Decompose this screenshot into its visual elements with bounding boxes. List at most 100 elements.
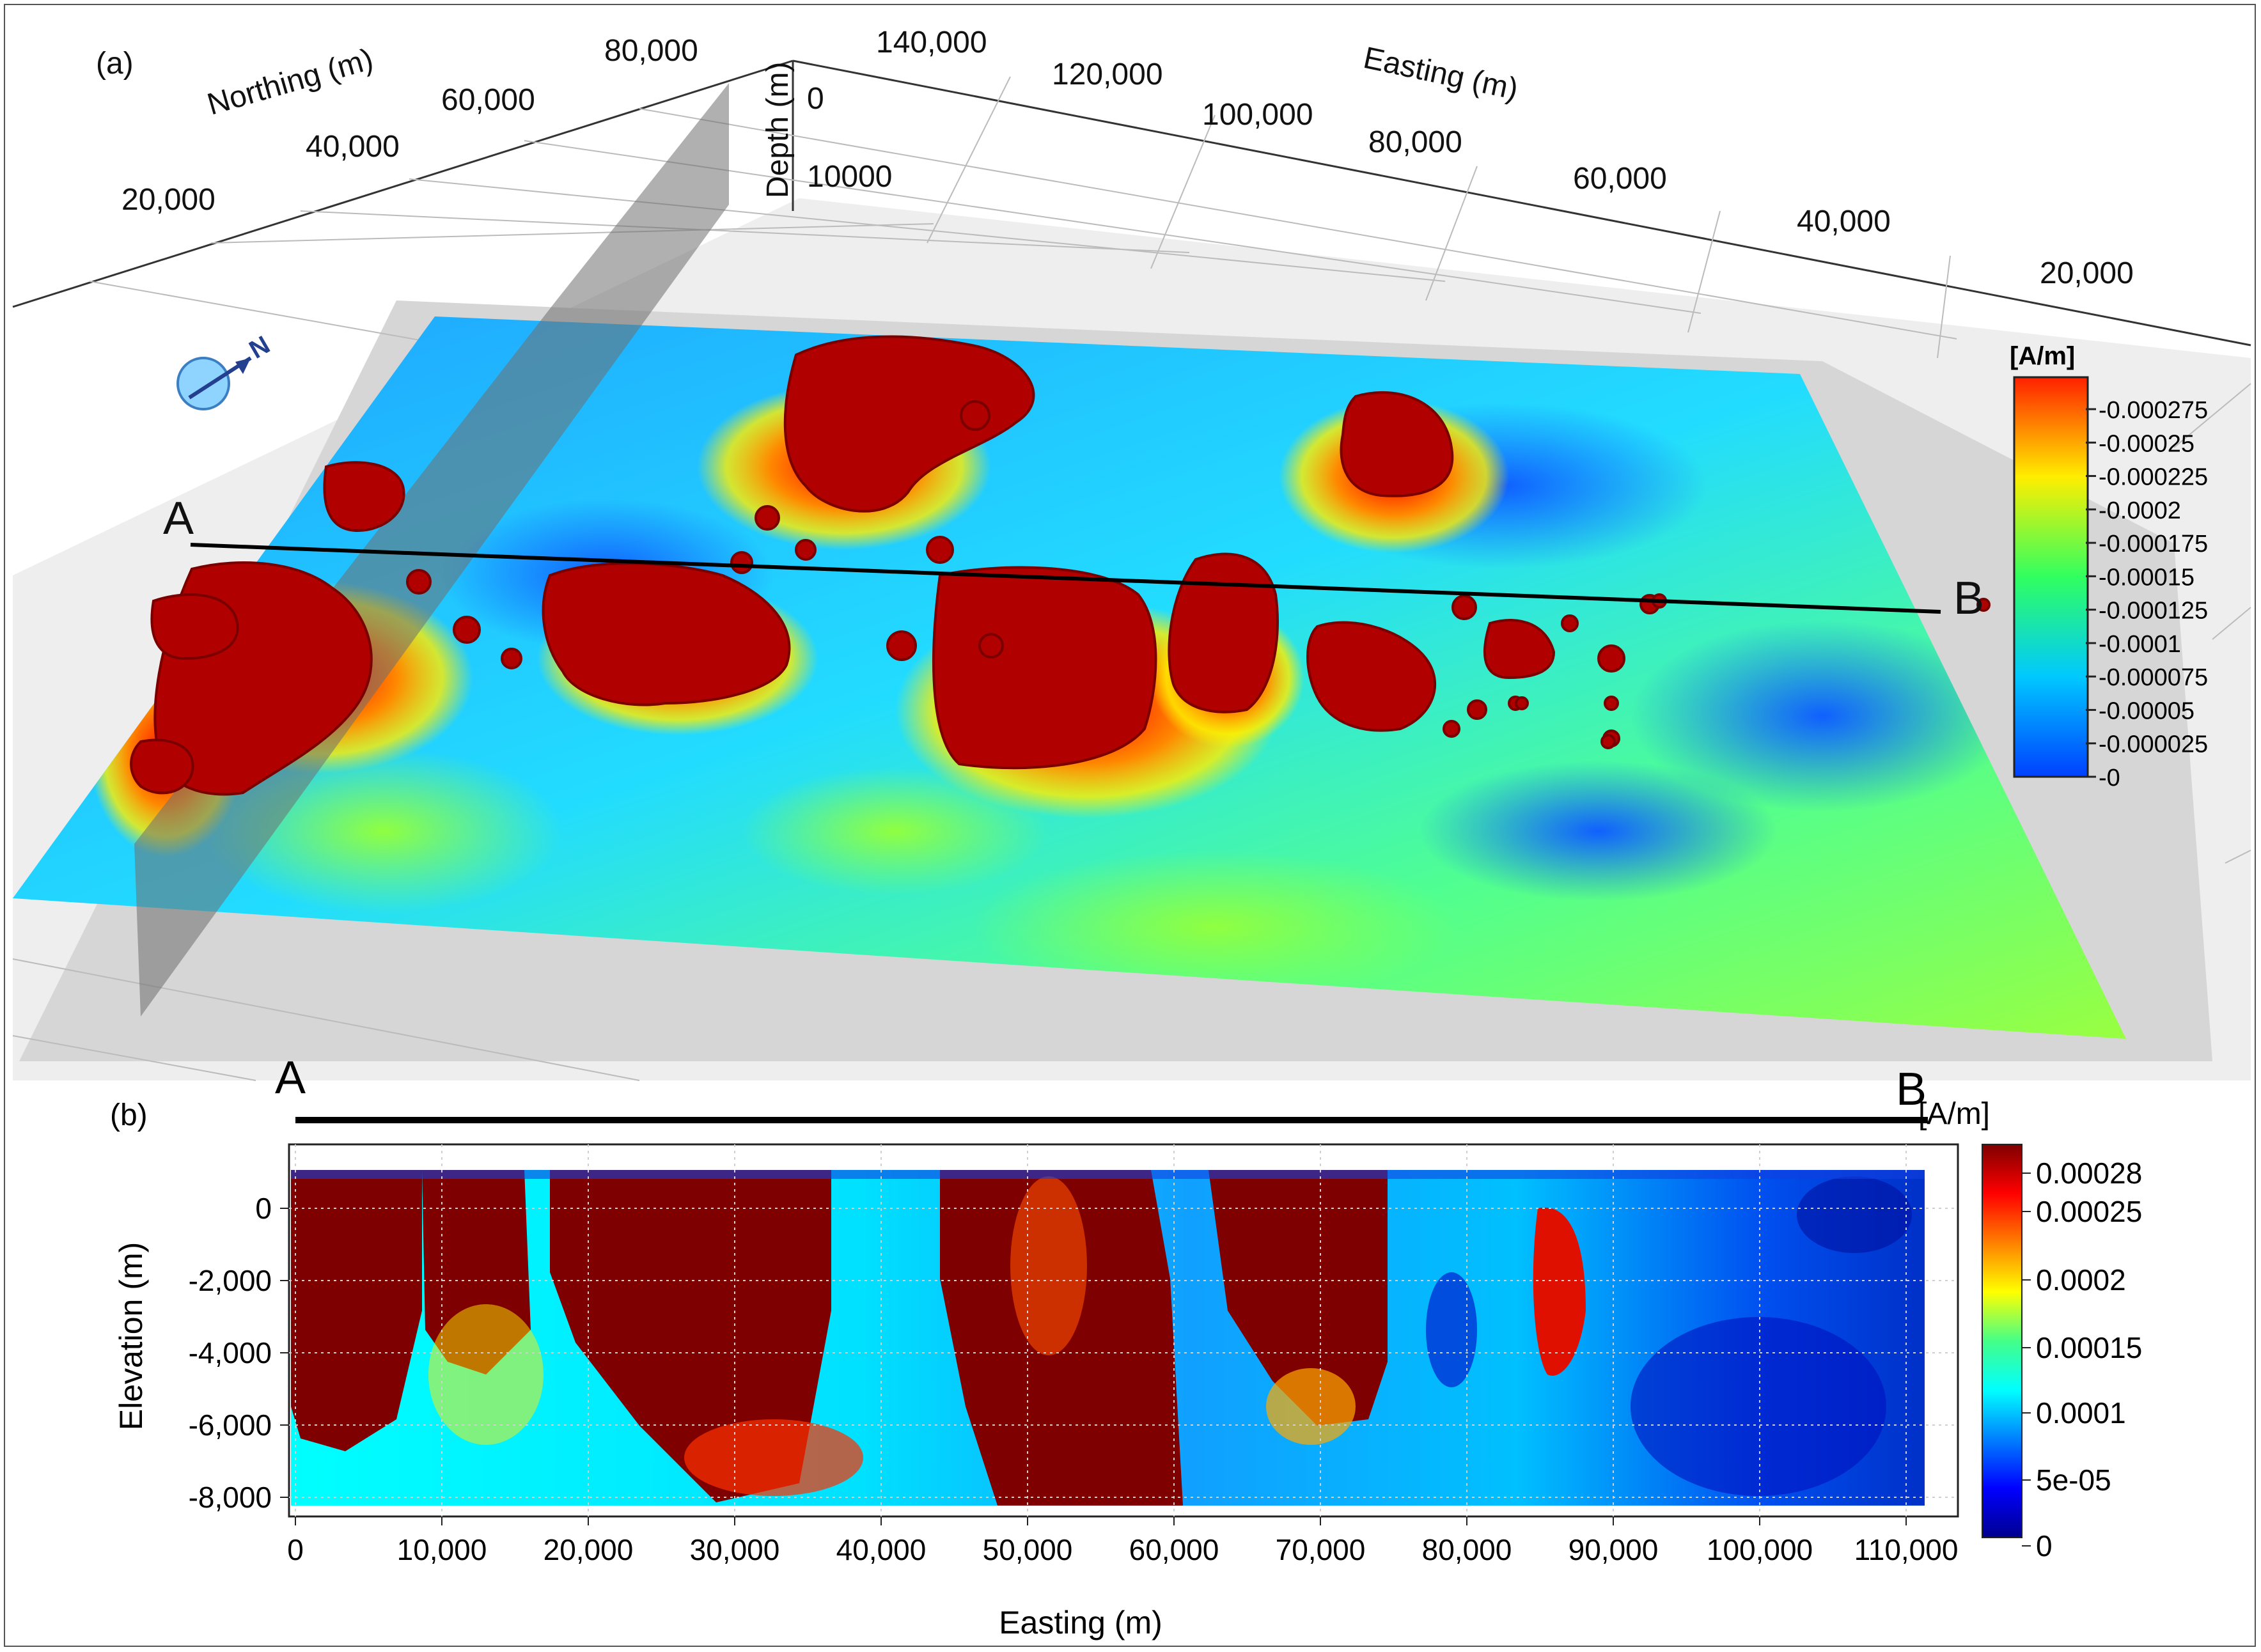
section-y-tick-label: 0: [255, 1192, 272, 1225]
northing-tick: 40,000: [306, 130, 400, 164]
anomaly-body: [730, 551, 753, 574]
anomaly-body: [1604, 696, 1619, 711]
anomaly-body: [501, 648, 522, 669]
anomaly-body: [932, 566, 1157, 770]
easting-tick: 60,000: [1573, 162, 1667, 196]
colorbar-a-tick-label: -0.000275: [2099, 397, 2208, 424]
colorbar-b-tick-label: 0.00015: [2036, 1331, 2142, 1364]
anomaly-body: [960, 400, 990, 431]
anomaly-body: [406, 569, 432, 595]
colorbar-a-unit: [A/m]: [2010, 342, 2075, 370]
anomaly-body: [1443, 720, 1460, 738]
easting-tick: 120,000: [1052, 58, 1163, 91]
panel-b-label: (b): [110, 1098, 148, 1132]
easting-tick: 140,000: [876, 26, 987, 59]
northing-tick: 60,000: [441, 83, 535, 117]
anomaly-body: [795, 539, 817, 561]
section-label-a: A: [163, 493, 194, 544]
section-x-tick-label: 90,000: [1569, 1533, 1659, 1566]
section-color-image: [291, 1170, 1925, 1506]
section-x-tick-label: 50,000: [983, 1533, 1073, 1566]
anomaly-body: [150, 593, 239, 660]
easting-axis-title: Easting (m): [1361, 41, 1521, 107]
colorbar-a-tick-label: -0.0001: [2099, 631, 2181, 658]
anomaly-body: [926, 536, 954, 564]
section-x-tick-label: 110,000: [1854, 1533, 1959, 1566]
section-line-a-b: [190, 543, 1941, 614]
northing-axis-title: Northing (m): [203, 42, 377, 121]
anomaly-body: [323, 461, 405, 533]
anomaly-body: [1451, 595, 1477, 620]
anomaly-body: [1340, 391, 1454, 497]
section-x-tick-label: 60,000: [1129, 1533, 1219, 1566]
northing-tick: 80,000: [604, 34, 698, 68]
section-y-tick-label: -6,000: [189, 1408, 272, 1442]
colorbar-a-tick-label: -0.00015: [2099, 564, 2194, 591]
colorbar-b-tick-label: 0.00028: [2036, 1157, 2142, 1190]
colorbar-b-tick-label: 0.00025: [2036, 1195, 2142, 1228]
section-x-tick-label: 40,000: [836, 1533, 927, 1566]
colorbar-a-tick-label: -0.000225: [2099, 464, 2208, 491]
easting-tick: 80,000: [1368, 125, 1462, 159]
section-plane: [134, 83, 729, 1017]
colorbar-a-tick-label: -0.000175: [2099, 531, 2208, 557]
colorbar-a-tick-label: -0.00025: [2099, 430, 2194, 457]
colorbar-b-tick-label: 0.0001: [2036, 1396, 2126, 1430]
panel-b-section: (b) A B 0 10,000 20,000 30,000 40,000 50,000 6…: [110, 1052, 1959, 1640]
section-x-tick-label: 80,000: [1422, 1533, 1512, 1566]
anomaly-body: [755, 505, 780, 531]
section-xlabel: Easting (m): [999, 1605, 1162, 1640]
section-b-label-b: B: [1896, 1064, 1927, 1115]
section-x-tick-label: 100,000: [1707, 1533, 1813, 1566]
anomaly-body: [978, 633, 1004, 658]
anomaly-body: [1515, 696, 1529, 710]
section-x-tick-label: 0: [287, 1533, 304, 1566]
anomaly-body: [886, 630, 917, 661]
compass-icon: [176, 356, 252, 410]
northing-tick: 20,000: [121, 183, 215, 217]
anomaly-body: [783, 335, 1035, 513]
anomaly-bodies: [130, 335, 1991, 796]
colorbar-a-tick-label: -0.000125: [2099, 598, 2208, 625]
anomaly-body: [130, 738, 194, 795]
section-x-tick-label: 20,000: [544, 1533, 634, 1566]
colorbar-a-tick-label: -0: [2099, 765, 2120, 791]
panel-a-label: (a): [96, 47, 134, 81]
colorbar-b-tick-label: 0.0002: [2036, 1263, 2126, 1297]
anomaly-body: [1168, 552, 1279, 713]
anomaly-body: [1600, 734, 1616, 749]
colorbar-a-tick-label: -0.000025: [2099, 731, 2208, 758]
section-y-tick-label: -4,000: [189, 1336, 272, 1369]
section-y-tick-label: -2,000: [189, 1264, 272, 1297]
colorbar-b-unit: [A/m]: [1918, 1097, 1990, 1131]
panel-a-3d-view: [12, 59, 2251, 1081]
section-x-tick-label: 70,000: [1276, 1533, 1366, 1566]
section-x-tick-label: 30,000: [690, 1533, 780, 1566]
colorbar-a-tick-label: -0.000075: [2099, 664, 2208, 691]
colorbar-a: [A/m] -0.000275 -0.00025 -0.000225 -0.0002 -…: [2010, 342, 2208, 791]
anomaly-body: [1306, 621, 1437, 732]
easting-tick: 40,000: [1797, 205, 1891, 238]
colorbar-b-tick-label: 0: [2036, 1529, 2053, 1562]
anomaly-body: [1976, 598, 1991, 612]
colorbar-b: [A/m] 0.00028 0.00025 0.0002 0.00015 0.0001 5…: [1918, 1097, 2142, 1562]
anomaly-body: [1483, 619, 1556, 680]
section-label-b: B: [1953, 573, 1984, 624]
depth-tick: 0: [807, 82, 824, 116]
section-ylabel: Elevation (m): [113, 1242, 149, 1431]
figure-frame: [4, 4, 2256, 1647]
section-b-label-a: A: [275, 1052, 306, 1103]
depth-axis-title: Depth (m): [761, 62, 795, 198]
easting-tick: 20,000: [2040, 256, 2134, 290]
anomaly-body: [1467, 699, 1487, 720]
colorbar-a-tick-label: -0.00005: [2099, 697, 2194, 724]
anomaly-body: [1561, 614, 1579, 632]
section-y-tick-label: -8,000: [189, 1481, 272, 1514]
section-x-tick-label: 10,000: [397, 1533, 487, 1566]
easting-tick: 100,000: [1202, 98, 1313, 132]
colorbar-b-tick-label: 5e-05: [2036, 1463, 2111, 1497]
anomaly-body: [453, 616, 481, 644]
colorbar-a-tick-label: -0.0002: [2099, 497, 2181, 524]
anomaly-body: [1597, 644, 1625, 673]
